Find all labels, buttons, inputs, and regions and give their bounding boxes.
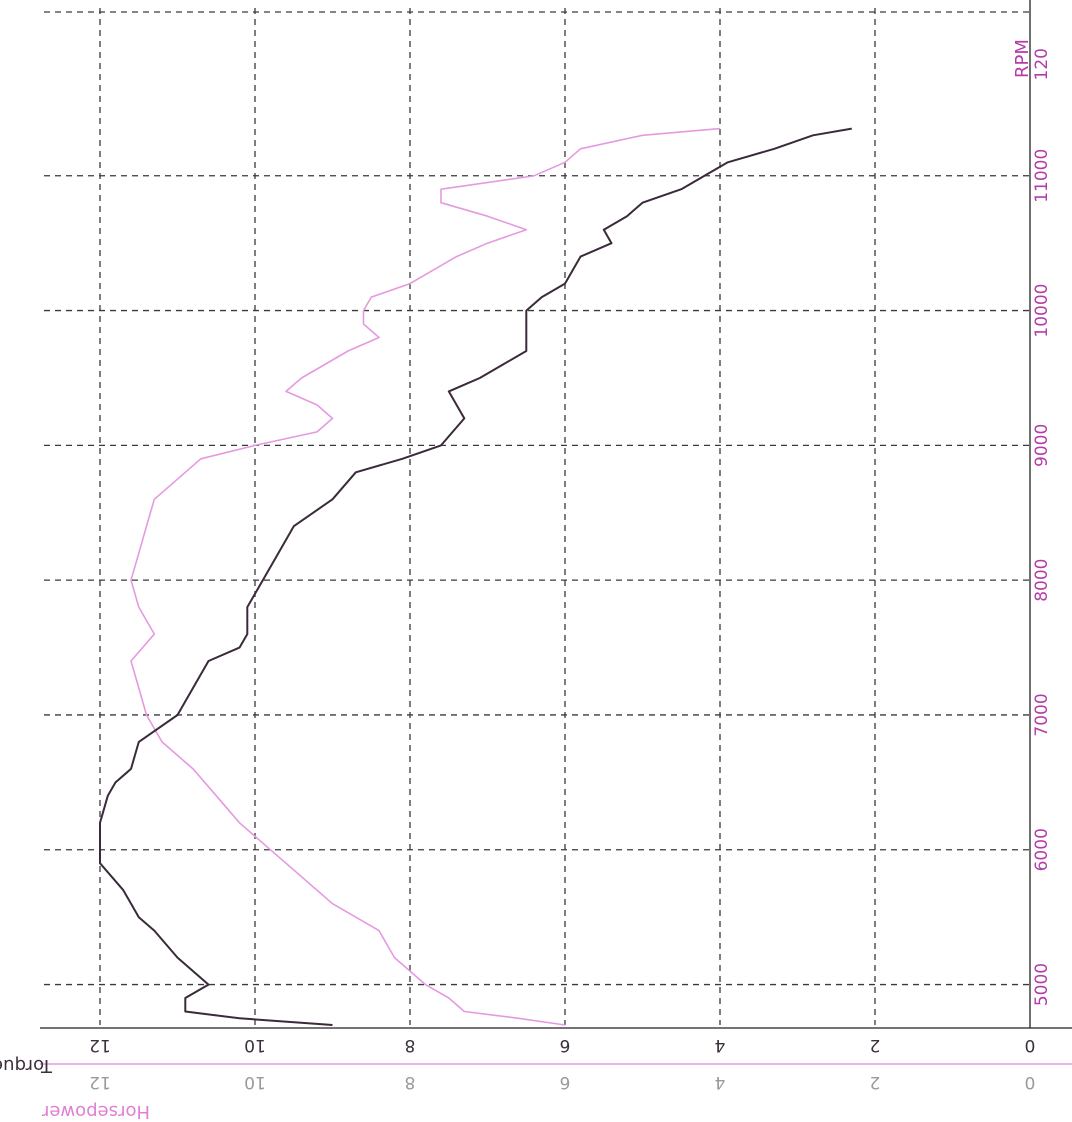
grid: [44, 8, 1030, 1025]
rpm-tick-label: 7000: [1032, 693, 1052, 736]
horsepower-tick-label: 4: [715, 1072, 726, 1092]
horsepower-tick-label: 10: [244, 1072, 266, 1092]
rpm-tick-label: 10000: [1032, 284, 1052, 338]
x-axis-label: RPM: [1012, 39, 1033, 78]
horsepower-tick-label: 0: [1025, 1072, 1036, 1092]
horsepower-line: [130, 127, 721, 1026]
torque-tick-label: 12: [89, 1035, 111, 1055]
horsepower-tick-label: 12: [89, 1072, 111, 1092]
horsepower-axis-label: Horsepower: [41, 1101, 150, 1122]
rpm-tick-label: 9000: [1032, 424, 1052, 467]
rpm-tick-label: 120: [1032, 48, 1052, 80]
horsepower-tick-label: 8: [405, 1072, 416, 1092]
torque-axis-label: Torque: [0, 1055, 53, 1076]
torque-tick-label: 0: [1025, 1035, 1036, 1055]
rpm-tick-label: 6000: [1032, 828, 1052, 871]
tick-labels: 0246810120246810125000600070008000900010…: [89, 48, 1052, 1092]
horsepower-tick-label: 2: [870, 1072, 881, 1092]
rpm-tick-label: 8000: [1032, 559, 1052, 602]
torque-tick-label: 2: [870, 1035, 881, 1055]
rpm-tick-label: 11000: [1032, 149, 1052, 203]
torque-tick-label: 8: [405, 1035, 416, 1055]
horsepower-tick-label: 6: [560, 1072, 571, 1092]
rpm-tick-label: 5000: [1032, 963, 1052, 1006]
torque-tick-label: 4: [715, 1035, 726, 1055]
axes: [40, 0, 1072, 1065]
torque-tick-label: 10: [244, 1035, 266, 1055]
torque-line: [99, 127, 852, 1026]
series-lines: [99, 127, 852, 1026]
torque-tick-label: 6: [560, 1035, 571, 1055]
